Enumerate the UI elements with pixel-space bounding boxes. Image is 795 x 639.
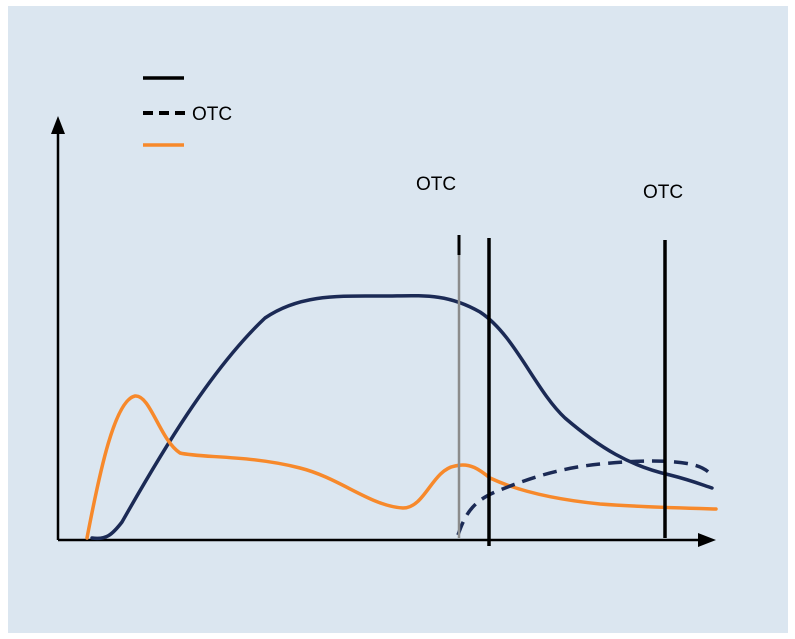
legend: OTC bbox=[143, 76, 232, 147]
vertical-markers bbox=[457, 235, 667, 546]
navy-curve bbox=[90, 293, 714, 541]
orange-curve bbox=[85, 394, 718, 540]
diagram-panel bbox=[8, 6, 788, 633]
legend-dashed-label: OTC bbox=[192, 104, 232, 125]
axes bbox=[51, 116, 716, 547]
marker-label-first: OTC bbox=[416, 174, 456, 195]
y-axis-arrow-icon bbox=[51, 116, 65, 134]
x-axis-arrow-icon bbox=[698, 533, 716, 547]
navy-dashed-curve bbox=[456, 459, 714, 536]
marker-label-second: OTC bbox=[643, 182, 683, 203]
